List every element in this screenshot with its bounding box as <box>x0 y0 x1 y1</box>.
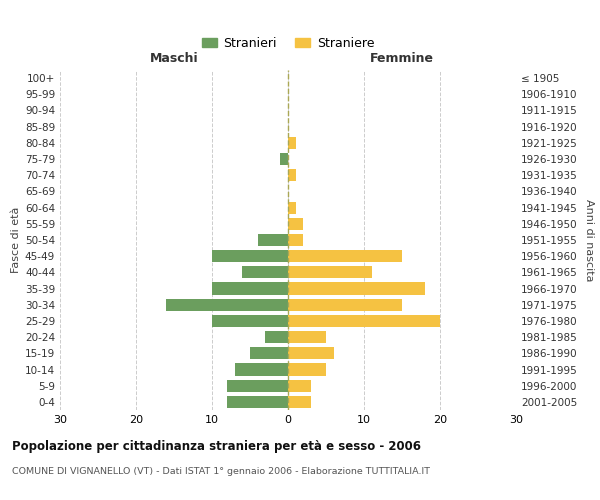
Bar <box>288 364 326 376</box>
Bar <box>288 250 402 262</box>
Text: Maschi: Maschi <box>149 52 199 65</box>
Bar <box>288 331 326 343</box>
Bar <box>242 266 288 278</box>
Bar <box>288 137 296 149</box>
Bar <box>212 315 288 327</box>
Bar <box>288 282 425 294</box>
Text: Popolazione per cittadinanza straniera per età e sesso - 2006: Popolazione per cittadinanza straniera p… <box>12 440 421 453</box>
Bar <box>288 348 334 360</box>
Bar <box>227 396 288 408</box>
Text: COMUNE DI VIGNANELLO (VT) - Dati ISTAT 1° gennaio 2006 - Elaborazione TUTTITALIA: COMUNE DI VIGNANELLO (VT) - Dati ISTAT 1… <box>12 468 430 476</box>
Y-axis label: Anni di nascita: Anni di nascita <box>584 198 594 281</box>
Bar <box>288 169 296 181</box>
Bar <box>212 250 288 262</box>
Bar <box>288 315 440 327</box>
Bar <box>288 234 303 246</box>
Bar <box>166 298 288 311</box>
Legend: Stranieri, Straniere: Stranieri, Straniere <box>197 32 379 55</box>
Bar <box>288 298 402 311</box>
Y-axis label: Fasce di età: Fasce di età <box>11 207 21 273</box>
Bar <box>288 266 371 278</box>
Bar <box>288 396 311 408</box>
Bar <box>288 218 303 230</box>
Bar <box>288 202 296 213</box>
Text: Femmine: Femmine <box>370 52 434 65</box>
Bar <box>280 153 288 165</box>
Bar <box>265 331 288 343</box>
Bar <box>212 282 288 294</box>
Bar <box>227 380 288 392</box>
Bar <box>288 380 311 392</box>
Bar <box>235 364 288 376</box>
Bar <box>250 348 288 360</box>
Bar <box>257 234 288 246</box>
